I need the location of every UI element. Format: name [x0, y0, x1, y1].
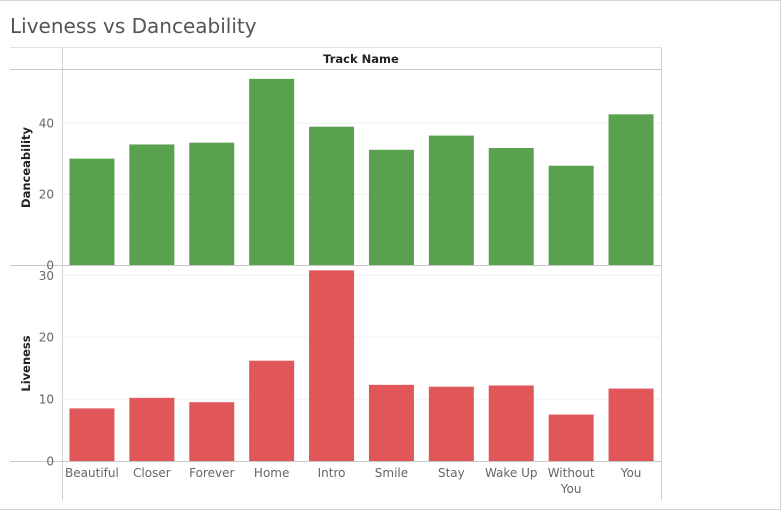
bar-liveness-you	[608, 388, 654, 461]
bar-liveness-wake-up	[488, 385, 534, 461]
x-tick-label: You	[560, 482, 582, 496]
bar-liveness-forever	[189, 402, 235, 461]
bar-liveness-intro	[309, 270, 355, 461]
y-tick-label: 0	[46, 455, 54, 469]
bar-danceability-smile	[368, 149, 414, 265]
bar-liveness-beautiful	[69, 408, 115, 461]
bar-danceability-beautiful	[69, 158, 115, 265]
y-tick-label: 10	[39, 393, 54, 407]
x-tick-label: Without	[548, 466, 595, 480]
bar-liveness-smile	[368, 384, 414, 461]
bar-danceability-you	[608, 114, 654, 266]
x-tick-label: You	[620, 466, 642, 480]
bar-danceability-forever	[189, 142, 235, 265]
bar-liveness-without-you	[548, 414, 594, 461]
x-tick-label: Smile	[375, 466, 408, 480]
x-tick-label: Intro	[318, 466, 346, 480]
bar-danceability-intro	[309, 126, 355, 266]
y-axis-title: Liveness	[19, 335, 33, 391]
x-tick-label: Wake Up	[485, 466, 538, 480]
x-tick-label: Stay	[438, 466, 465, 480]
bar-liveness-stay	[428, 386, 474, 461]
x-tick-label: Closer	[133, 466, 171, 480]
x-tick-label: Beautiful	[65, 466, 119, 480]
y-tick-label: 20	[39, 188, 54, 202]
bar-danceability-wake-up	[488, 148, 534, 265]
y-axis-title: Danceability	[19, 127, 33, 208]
y-tick-label: 30	[39, 269, 54, 283]
bar-danceability-closer	[129, 144, 175, 265]
bar-liveness-home	[249, 360, 295, 461]
bar-danceability-home	[249, 78, 295, 265]
y-tick-label: 40	[39, 117, 54, 131]
chart-title: Liveness vs Danceability	[10, 14, 257, 38]
bar-liveness-closer	[129, 397, 175, 461]
x-tick-label: Home	[254, 466, 289, 480]
x-tick-label: Forever	[189, 466, 234, 480]
column-header: Track Name	[323, 52, 399, 66]
y-tick-label: 0	[46, 259, 54, 273]
y-tick-label: 20	[39, 331, 54, 345]
bar-danceability-stay	[428, 135, 474, 265]
bar-danceability-without-you	[548, 165, 594, 265]
